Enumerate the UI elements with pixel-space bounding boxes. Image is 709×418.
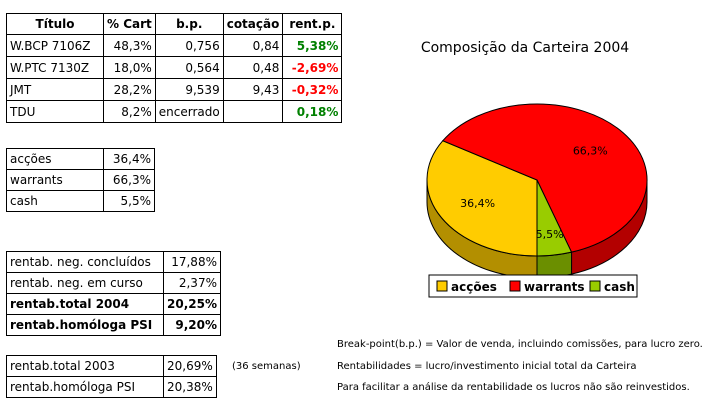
legend-swatch-cash — [589, 280, 601, 292]
holding-break-point: encerrado — [154, 100, 224, 123]
rentab-2003-row: rentab.total 2003 20,69% — [6, 355, 217, 377]
allocation-row: cash 5,5% — [6, 190, 155, 212]
pie-slice-warrants — [441, 103, 648, 253]
rentab-2003-label: rentab.total 2003 — [6, 355, 164, 377]
rentab-row: rentab. neg. em curso 2,37% — [6, 272, 221, 294]
rentab-2003-row: rentab.homóloga PSI 20,38% — [6, 376, 217, 398]
allocation-table: acções 36,4% warrants 66,3% cash 5,5% — [6, 148, 155, 212]
holding-title: TDU — [6, 100, 104, 123]
rentab-2003-value: 20,69% — [163, 355, 217, 377]
holding-cart-pct: 18,0% — [103, 56, 156, 79]
legend-label-warrants: warrants — [524, 280, 585, 294]
holding-title: W.PTC 7130Z — [6, 56, 104, 79]
rentab-label: rentab. neg. concluídos — [6, 251, 164, 273]
rentab-row: rentab. neg. concluídos 17,88% — [6, 251, 221, 273]
rentab-value: 9,20% — [163, 314, 221, 336]
rentab-value: 2,37% — [163, 272, 221, 294]
holding-cotacao: 9,43 — [222, 78, 284, 101]
rentab-2003-value: 20,38% — [163, 376, 217, 398]
allocation-label: acções — [6, 148, 104, 170]
holding-cart-pct: 48,3% — [103, 34, 156, 57]
pie-label-acções: 36,4% — [460, 197, 495, 210]
holding-row: W.PTC 7130Z 18,0% 0,564 0,48 -2,69% — [6, 56, 343, 79]
rentab-2003-label: rentab.homóloga PSI — [6, 376, 164, 398]
portfolio-pie-chart: Composição da Carteira 2004 36,4% 66,3% 5,… — [421, 40, 648, 298]
rentab-label: rentab. neg. em curso — [6, 272, 164, 294]
chart-title: Composição da Carteira 2004 — [421, 40, 629, 56]
holding-rent: 5,38% — [282, 34, 343, 57]
holding-cotacao — [222, 100, 284, 123]
rentab-body: rentab. neg. concluídos 17,88% rentab. neg… — [6, 251, 221, 336]
holding-rent: -2,69% — [282, 56, 343, 79]
allocation-body: acções 36,4% warrants 66,3% cash 5,5% — [6, 148, 155, 212]
rentab-row: rentab.total 2004 20,25% — [6, 293, 221, 315]
allocation-row: warrants 66,3% — [6, 169, 155, 191]
allocation-value: 66,3% — [103, 169, 155, 191]
holding-break-point: 9,539 — [154, 78, 224, 101]
holdings-table: Título % Cart b.p. cotação rent.p. W.BCP… — [6, 13, 343, 123]
pie-slice-cash — [536, 179, 573, 257]
rentab-label: rentab.total 2004 — [6, 293, 164, 315]
allocation-row: acções 36,4% — [6, 148, 155, 170]
rentab-value: 17,88% — [163, 251, 221, 273]
note-rentabilidades: Rentabilidades = lucro/investimento inic… — [337, 361, 637, 372]
holding-cotacao: 0,48 — [222, 56, 284, 79]
holding-row: JMT 28,2% 9,539 9,43 -0,32% — [6, 78, 343, 101]
holding-break-point: 0,756 — [154, 34, 224, 57]
allocation-label: cash — [6, 190, 104, 212]
holdings-header-row: Título % Cart b.p. cotação rent.p. — [6, 13, 343, 35]
pie-layer: 36,4% 66,3% 5,5% — [426, 103, 648, 279]
col-titulo-header: Título — [6, 13, 104, 35]
holding-row: TDU 8,2% encerrado 0,18% — [6, 100, 343, 123]
note-break-point: Break-point(b.p.) = Valor de venda, incl… — [337, 339, 703, 350]
holdings-body: W.BCP 7106Z 48,3% 0,756 0,84 5,38% W.PTC 7130… — [6, 34, 343, 123]
pie-label-warrants: 66,3% — [573, 145, 608, 158]
col-cotacao-header: cotação — [222, 13, 284, 35]
note-reinvest: Para facilitar a análise da rentabilidad… — [337, 382, 690, 393]
allocation-label: warrants — [6, 169, 104, 191]
holding-rent: -0,32% — [282, 78, 343, 101]
rentab-2003-body: rentab.total 2003 20,69% rentab.homóloga P… — [6, 355, 217, 398]
weeks-note: (36 semanas) — [232, 361, 301, 372]
rentab-row: rentab.homóloga PSI 9,20% — [6, 314, 221, 336]
col-cart-header: % Cart — [103, 13, 156, 35]
col-rent-header: rent.p. — [282, 13, 343, 35]
holding-title: W.BCP 7106Z — [6, 34, 104, 57]
holding-cotacao: 0,84 — [222, 34, 284, 57]
rentab-2003-table: rentab.total 2003 20,69% rentab.homóloga P… — [6, 355, 217, 398]
pie-label-cash: 5,5% — [536, 228, 564, 241]
holding-cart-pct: 8,2% — [103, 100, 156, 123]
legend-label-acções: acções — [451, 280, 497, 294]
legend-swatch-warrants — [509, 280, 521, 292]
legend-label-cash: cash — [604, 280, 635, 294]
rentab-value: 20,25% — [163, 293, 221, 315]
allocation-value: 5,5% — [103, 190, 155, 212]
rentab-label: rentab.homóloga PSI — [6, 314, 164, 336]
chart-legend: acções warrants cash — [428, 274, 638, 298]
holding-row: W.BCP 7106Z 48,3% 0,756 0,84 5,38% — [6, 34, 343, 57]
legend-box — [428, 274, 638, 298]
holding-cart-pct: 28,2% — [103, 78, 156, 101]
col-bp-header: b.p. — [154, 13, 224, 35]
pie-slice-acções — [426, 140, 538, 257]
rentab-table: rentab. neg. concluídos 17,88% rentab. neg… — [6, 251, 221, 336]
holding-break-point: 0,564 — [154, 56, 224, 79]
holding-rent: 0,18% — [282, 100, 343, 123]
allocation-value: 36,4% — [103, 148, 155, 170]
holding-title: JMT — [6, 78, 104, 101]
legend-swatch-acções — [436, 280, 448, 292]
